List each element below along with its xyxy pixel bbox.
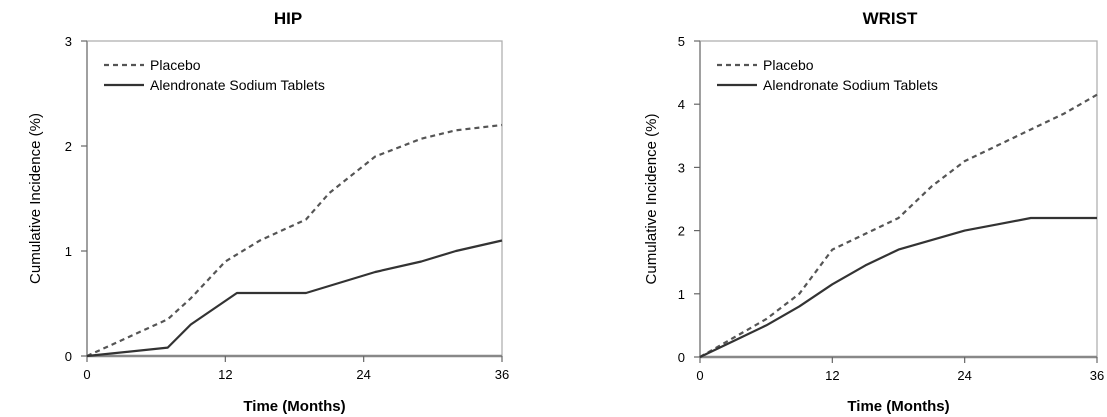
hip-y-tick-label: 2 bbox=[65, 139, 72, 154]
hip-legend-label-alendronate-sodium-tablets: Alendronate Sodium Tablets bbox=[150, 77, 325, 93]
wrist-y-tick-label: 4 bbox=[678, 97, 685, 112]
hip-x-axis-label: Time (Months) bbox=[243, 398, 345, 415]
wrist-legend-label-placebo: Placebo bbox=[763, 57, 814, 73]
wrist-y-tick-label: 0 bbox=[678, 350, 685, 365]
wrist-series-alendronate-sodium-tablets bbox=[699, 216, 1097, 358]
wrist-y-axis-label: Cumulative Incidence (%) bbox=[643, 114, 660, 285]
hip-y-tick-label: 0 bbox=[65, 349, 72, 364]
wrist-y-tick-label: 5 bbox=[678, 34, 685, 49]
wrist-x-tick-label: 0 bbox=[696, 368, 703, 383]
wrist-y-tick-label: 3 bbox=[678, 160, 685, 175]
hip-chart-title: HIP bbox=[274, 9, 302, 28]
hip-y-tick-label: 3 bbox=[65, 34, 72, 49]
wrist-x-axis-label: Time (Months) bbox=[847, 398, 949, 415]
hip-y-axis-label: Cumulative Incidence (%) bbox=[27, 113, 44, 284]
wrist-legend-label-alendronate-sodium-tablets: Alendronate Sodium Tablets bbox=[763, 77, 938, 93]
wrist-x-tick-label: 12 bbox=[825, 368, 839, 383]
wrist-chart-title: WRIST bbox=[863, 9, 918, 28]
hip-x-tick-label: 12 bbox=[218, 367, 232, 382]
hip-y-tick-label: 1 bbox=[65, 244, 72, 259]
hip-x-tick-label: 36 bbox=[495, 367, 509, 382]
wrist-y-tick-label: 2 bbox=[678, 224, 685, 239]
wrist-y-tick-label: 1 bbox=[678, 287, 685, 302]
hip-legend-label-placebo: Placebo bbox=[150, 57, 201, 73]
wrist-x-tick-label: 36 bbox=[1090, 368, 1104, 383]
hip-x-tick-label: 0 bbox=[83, 367, 90, 382]
hip-series-alendronate-sodium-tablets bbox=[86, 239, 503, 358]
hip-x-tick-label: 24 bbox=[356, 367, 370, 382]
wrist-series-placebo bbox=[699, 93, 1098, 358]
wrist-x-tick-label: 24 bbox=[957, 368, 971, 383]
hip-series-placebo bbox=[86, 123, 503, 358]
